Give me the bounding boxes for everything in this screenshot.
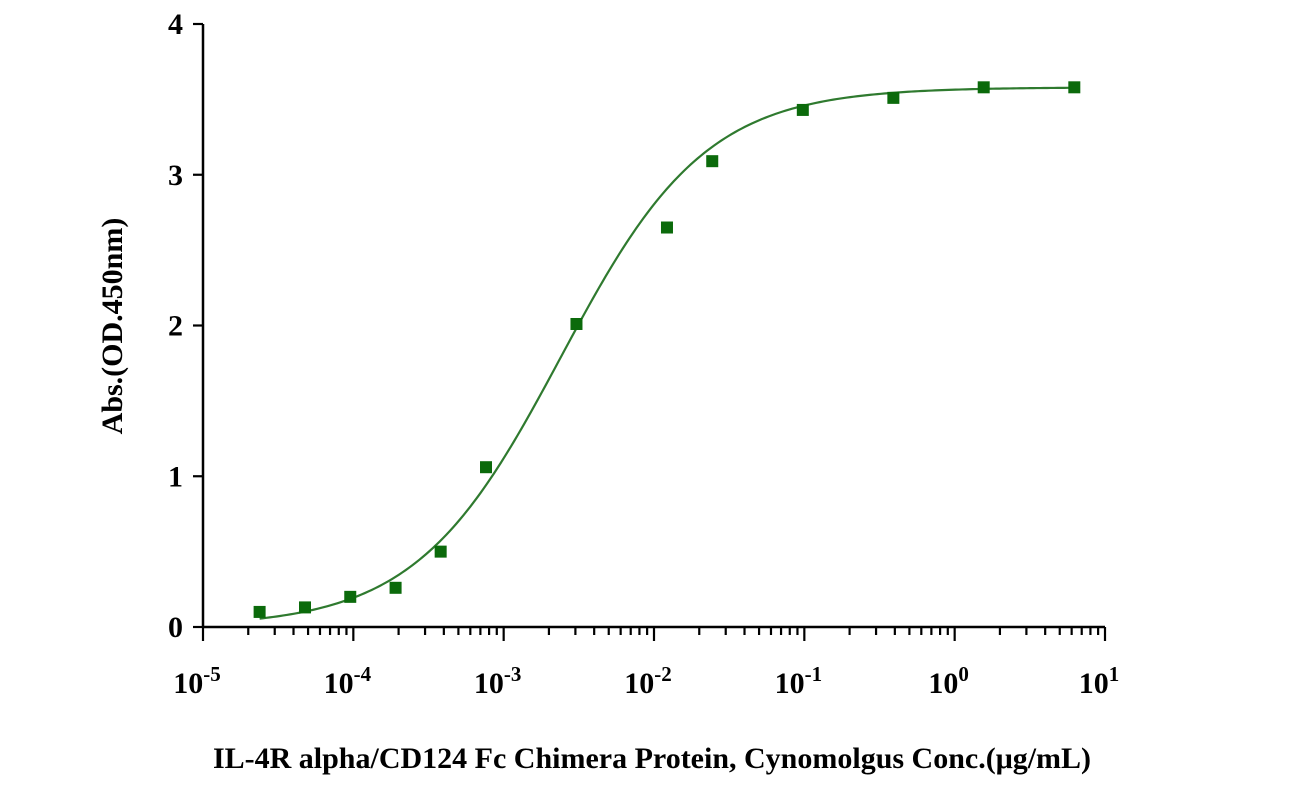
y-axis-title: Abs.(OD.450nm) xyxy=(96,218,129,435)
data-point xyxy=(299,601,312,614)
y-tick-label: 2 xyxy=(168,310,183,343)
x-tick-label: 10-5 xyxy=(173,662,221,700)
data-point xyxy=(1068,81,1081,94)
x-tick-label: 10-2 xyxy=(624,662,672,700)
x-tick-exponent: -1 xyxy=(805,662,823,686)
data-point xyxy=(434,545,447,558)
data-point xyxy=(660,221,673,234)
x-tick-label: 101 xyxy=(1079,662,1120,700)
data-point xyxy=(977,81,990,94)
data-point xyxy=(570,317,583,330)
fit-curve xyxy=(259,86,1075,620)
x-tick-exponent: -2 xyxy=(654,662,672,686)
data-point xyxy=(389,581,402,594)
y-tick-label: 1 xyxy=(168,460,183,493)
data-point xyxy=(706,155,719,168)
data-points-layer xyxy=(253,81,1081,618)
fit-curve-layer xyxy=(259,86,1075,620)
data-point xyxy=(344,590,357,603)
x-tick-exponent: -5 xyxy=(203,662,221,686)
x-axis-title: IL-4R alpha/CD124 Fc Chimera Protein, Cy… xyxy=(213,742,1091,775)
x-tick-exponent: 1 xyxy=(1109,662,1120,686)
x-tick-exponent: -4 xyxy=(354,662,372,686)
x-tick-label: 100 xyxy=(928,662,969,700)
x-tick-exponent: 0 xyxy=(958,662,969,686)
x-tick-label: 10-1 xyxy=(775,662,823,700)
y-tick-label: 0 xyxy=(168,611,183,644)
data-point xyxy=(253,605,266,618)
data-point xyxy=(480,461,493,474)
x-tick-exponent: -3 xyxy=(504,662,521,686)
x-tick-label: 10-4 xyxy=(324,662,372,700)
y-tick-label: 4 xyxy=(168,8,183,41)
x-tick-label: 10-3 xyxy=(474,662,521,700)
y-tick-label: 3 xyxy=(168,159,183,192)
data-point xyxy=(796,103,809,116)
data-point xyxy=(887,91,900,104)
